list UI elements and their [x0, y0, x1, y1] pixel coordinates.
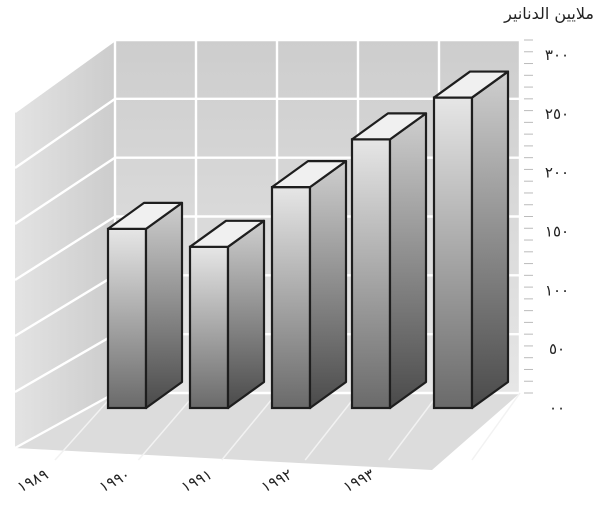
- y-tick-label: ١٠٠: [545, 281, 569, 299]
- bar-١٩٩٣: [432, 70, 510, 410]
- y-axis-unit-label: ملايين الدنانير: [504, 4, 594, 23]
- x-tick-label: ١٩٨٩: [14, 465, 51, 496]
- y-tick-labels: ٠٠ ٥٠ ١٠٠ ١٥٠ ٢٠٠ ٢٥٠ ٣٠٠: [545, 46, 569, 417]
- bar-front-face: [106, 227, 148, 410]
- floor-divider: [54, 392, 116, 461]
- x-tick-label: ١٩٩٢: [258, 465, 295, 496]
- floor-divider: [137, 392, 197, 461]
- floor-divider: [221, 392, 278, 461]
- left-wall: [15, 40, 115, 448]
- x-tick-label: ١٩٩١: [178, 465, 215, 496]
- bar-top-face: [432, 70, 510, 99]
- y-tick-label: ٥٠: [549, 340, 565, 358]
- bar-front-face: [188, 245, 230, 410]
- y-tick-label: ٣٠٠: [545, 46, 569, 64]
- floor-divider: [304, 392, 359, 461]
- bar-side-face: [308, 160, 348, 410]
- bar-side-face: [470, 70, 510, 410]
- bar-١٩٨٩: [106, 201, 184, 410]
- bar-top-face: [350, 112, 428, 141]
- y-tick-label: ٢٥٠: [545, 105, 569, 123]
- bar-١٩٩٢: [350, 112, 428, 410]
- bar-top-face: [106, 201, 184, 230]
- gridline-left: [14, 391, 116, 450]
- bar-front-face: [270, 186, 312, 410]
- bar-front-face: [432, 96, 474, 410]
- gridline-left: [14, 39, 116, 113]
- x-tick-label: ١٩٩٣: [340, 465, 377, 496]
- y-tick-label: ١٥٠: [545, 223, 569, 241]
- gridline-left: [14, 274, 116, 338]
- floor-divider: [388, 392, 440, 461]
- bar-front-face: [350, 138, 392, 410]
- floor-divider: [471, 392, 521, 461]
- gridline-left: [14, 156, 116, 225]
- bar-top-face: [188, 219, 266, 248]
- x-tick-labels: ١٩٨٩ ١٩٩٠ ١٩٩١ ١٩٩٢ ١٩٩٣: [14, 465, 377, 496]
- bar-side-face: [388, 112, 428, 410]
- bars: [106, 70, 510, 410]
- bar-١٩٩١: [270, 160, 348, 410]
- gridline-left: [14, 333, 116, 394]
- gridline-left: [14, 215, 116, 282]
- floor: [15, 393, 520, 470]
- bar-side-face: [226, 219, 266, 410]
- bar-١٩٩٠: [188, 219, 266, 410]
- y-tick-label: ٢٠٠: [545, 164, 569, 182]
- y-tick-label: ٠٠: [549, 399, 565, 417]
- bar-top-face: [270, 160, 348, 189]
- x-tick-label: ١٩٩٠: [96, 465, 133, 496]
- gridline-left: [14, 97, 116, 169]
- bar-side-face: [144, 201, 184, 410]
- minor-ticks: [524, 39, 533, 394]
